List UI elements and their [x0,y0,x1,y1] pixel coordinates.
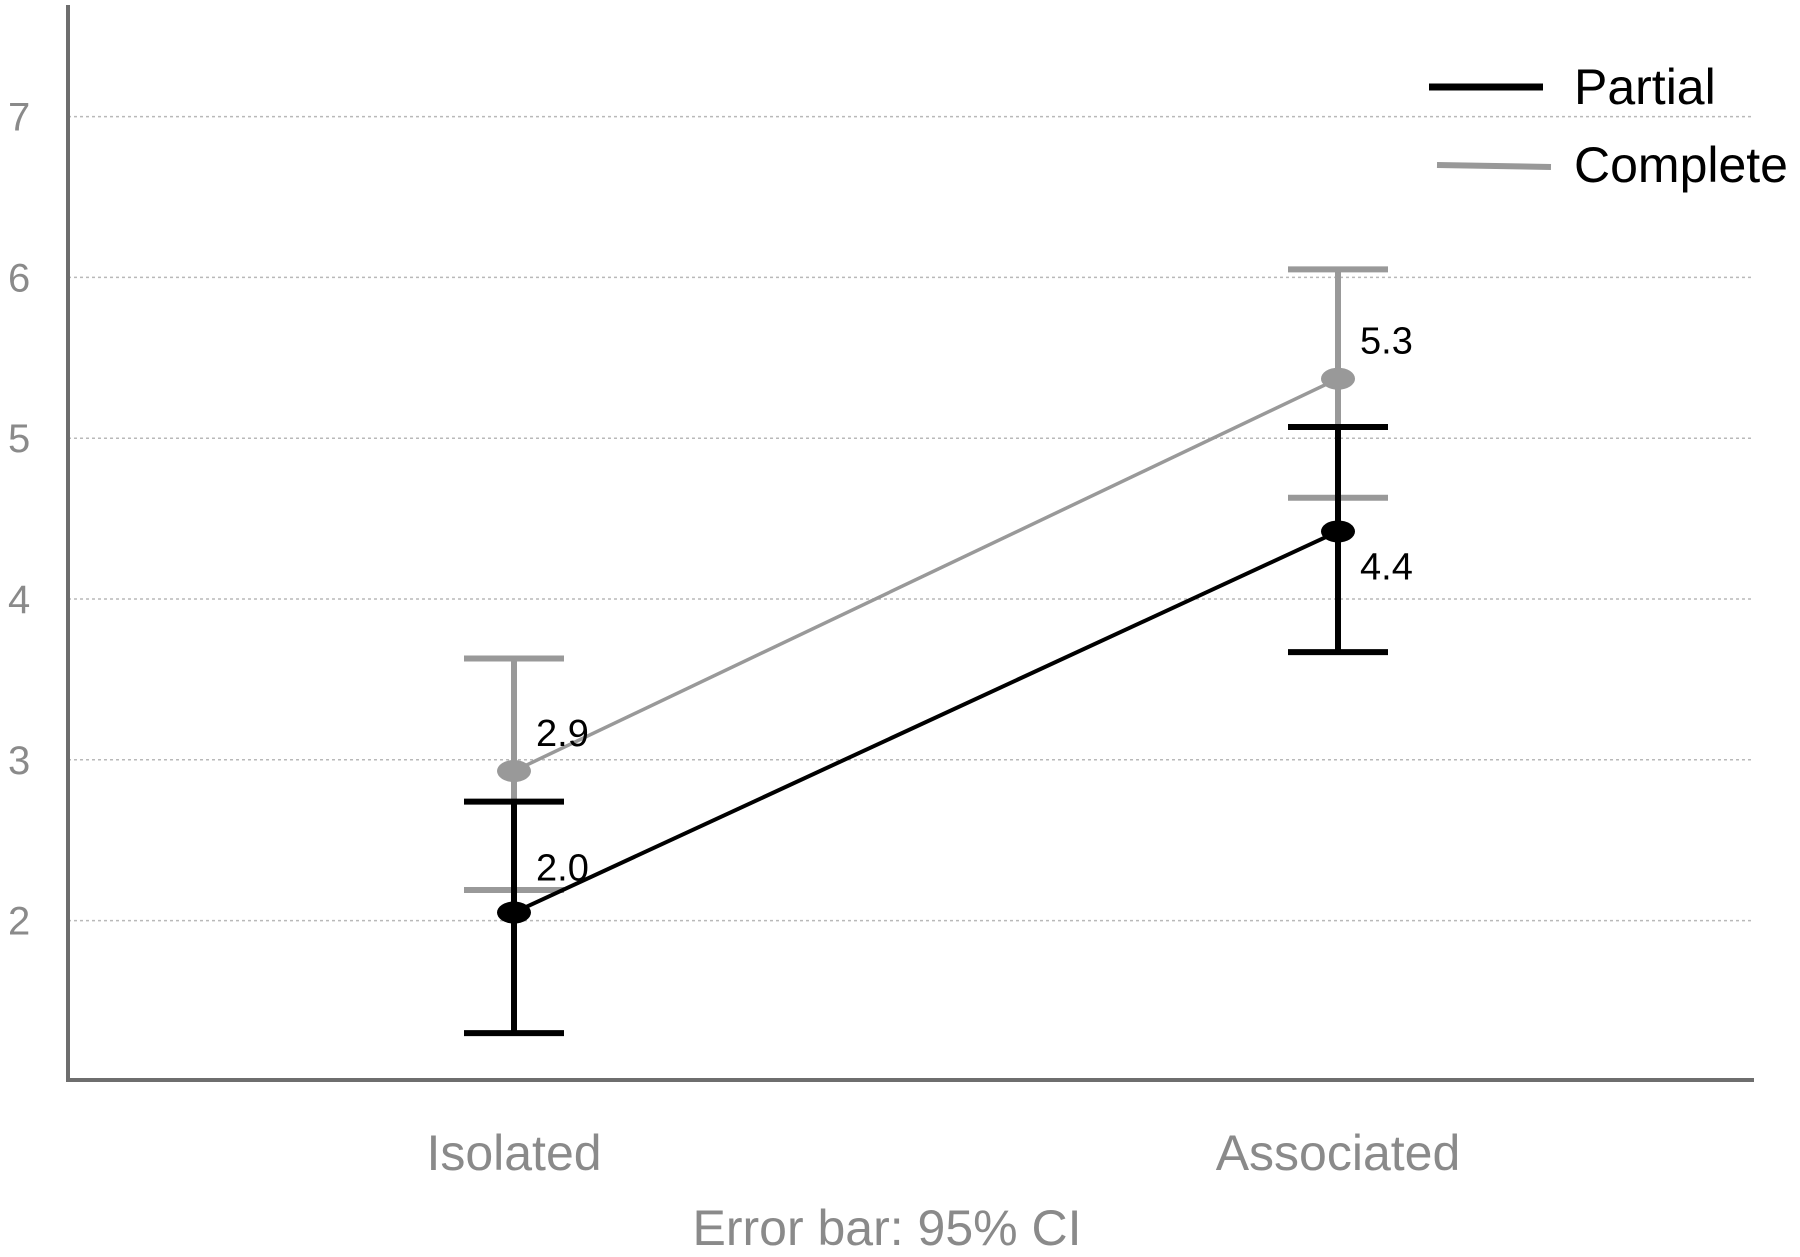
series-line-complete [513,377,1339,773]
data-point-complete [1321,367,1355,390]
legend: Partial Complete [1429,59,1788,193]
series-partial: 2.0 4.4 [464,423,1413,1037]
data-point-partial [1321,520,1355,543]
legend-label-partial: Partial [1574,59,1716,115]
series-complete: 2.9 5.3 [464,266,1413,894]
y-tick-label: 4 [8,578,30,622]
x-category-label: Isolated [426,1125,601,1181]
axes [66,5,1754,1082]
data-label-complete: 2.9 [536,713,589,755]
error-bar-note: Error bar: 95% CI [692,1200,1081,1256]
y-tick-labels: 2 3 4 5 6 7 [8,96,30,944]
legend-swatch-complete [1436,162,1552,170]
gridlines [68,115,1754,922]
data-point-complete [497,760,531,783]
data-label-partial: 4.4 [1360,546,1413,588]
x-category-labels: Isolated Associated [426,1125,1460,1181]
y-tick-label: 5 [8,417,30,461]
data-label-complete: 5.3 [1360,321,1413,363]
series-layer: 2.9 5.3 2.0 4.4 [464,266,1413,1037]
legend-label-complete: Complete [1574,137,1788,193]
y-tick-label: 2 [8,900,30,944]
y-tick-label: 6 [8,256,30,300]
data-label-partial: 2.0 [536,848,589,890]
series-line-partial [513,529,1339,915]
y-tick-label: 7 [8,96,30,140]
x-category-label: Associated [1216,1125,1461,1181]
y-tick-label: 3 [8,739,30,783]
data-point-partial [497,901,531,924]
